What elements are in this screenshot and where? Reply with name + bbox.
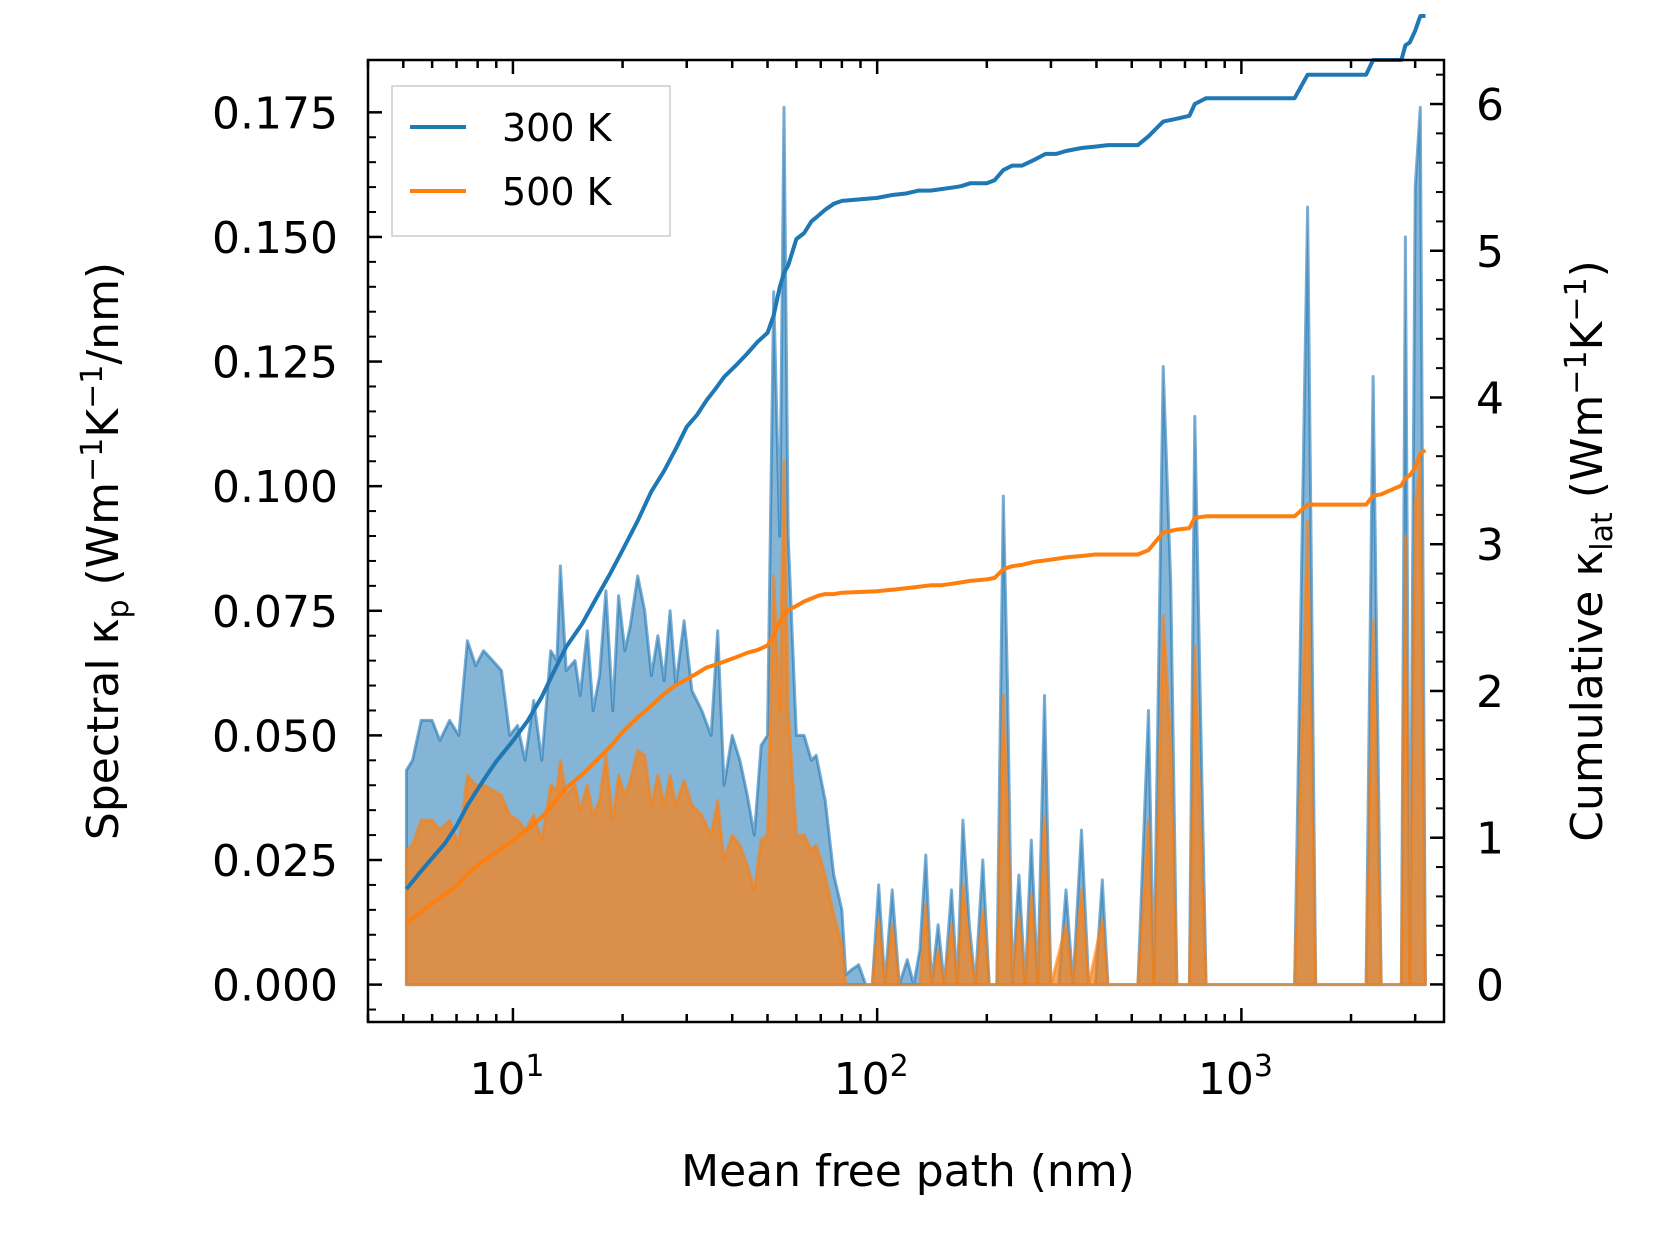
legend: 300 K 500 K [391, 85, 671, 237]
y2-label-post: (Wm [1562, 395, 1613, 513]
y-tick-label: 0.025 [212, 836, 338, 887]
x-tick-base: 10 [834, 1054, 890, 1105]
y2-axis-label: Cumulative κlat (Wm−1K−1) [1559, 260, 1620, 842]
y-tick-label: 0.050 [212, 711, 338, 762]
y-axis-label: Spectral κp (Wm−1K−1/nm) [75, 262, 136, 840]
y2-label-sub: lat [1585, 512, 1620, 551]
y-label-sup1: −1 [75, 438, 110, 482]
y-tick-label: 0.125 [212, 338, 338, 389]
x-tick-label: 102 [834, 1049, 909, 1105]
y2-label-sup1: −1 [1559, 350, 1594, 394]
y2-label-pre: Cumulative κ [1562, 551, 1613, 842]
y-tick-label: 0.175 [212, 88, 338, 139]
y-label-mid: K [78, 408, 129, 438]
y2-tick-label: 2 [1476, 667, 1504, 718]
plot-frame [366, 58, 1446, 1024]
y-tick-label: 0.100 [212, 462, 338, 513]
spectral-area-500k [404, 459, 1427, 987]
y2-label-end: ) [1562, 260, 1613, 277]
legend-box [391, 85, 671, 237]
y2-label-mid: K [1562, 320, 1613, 350]
y-tick-label: 0.000 [212, 961, 338, 1012]
x-axis-label: Mean free path (nm) [681, 1146, 1135, 1197]
axis-tick-labels: 101 102 1030.0000.0250.0500.0750.1000.1250… [212, 80, 1504, 1105]
y2-tick-label: 4 [1476, 373, 1504, 424]
x-tick-exp: 3 [1254, 1049, 1273, 1084]
x-tick-exp: 1 [525, 1049, 544, 1084]
y-label-end: /nm) [78, 262, 129, 365]
y-label-pre: Spectral κ [78, 619, 129, 841]
axis-ticks [366, 60, 1444, 1022]
y2-label-sup2: −1 [1559, 277, 1594, 321]
x-tick-exp: 2 [890, 1049, 909, 1084]
cumulative-line-500k [405, 448, 1427, 925]
y2-tick-label: 0 [1476, 960, 1504, 1011]
y2-tick-label: 3 [1476, 520, 1504, 571]
cumulative-line-300k [404, 14, 1426, 891]
x-tick-label: 101 [469, 1049, 544, 1105]
y-label-sub: p [101, 599, 136, 618]
plot-marks [404, 14, 1427, 987]
y-tick-label: 0.150 [212, 213, 338, 264]
y2-tick-label: 5 [1476, 227, 1504, 278]
x-tick-base: 10 [469, 1054, 525, 1105]
legend-label-300k: 300 K [502, 106, 613, 150]
legend-label-500k: 500 K [502, 170, 613, 214]
y2-tick-label: 6 [1476, 80, 1504, 131]
x-tick-base: 10 [1198, 1054, 1254, 1105]
y-tick-label: 0.075 [212, 587, 338, 638]
y2-tick-label: 1 [1476, 814, 1504, 865]
y-label-sup2: −1 [75, 365, 110, 409]
y-label-post: (Wm [78, 482, 129, 600]
x-tick-label: 103 [1198, 1049, 1273, 1105]
